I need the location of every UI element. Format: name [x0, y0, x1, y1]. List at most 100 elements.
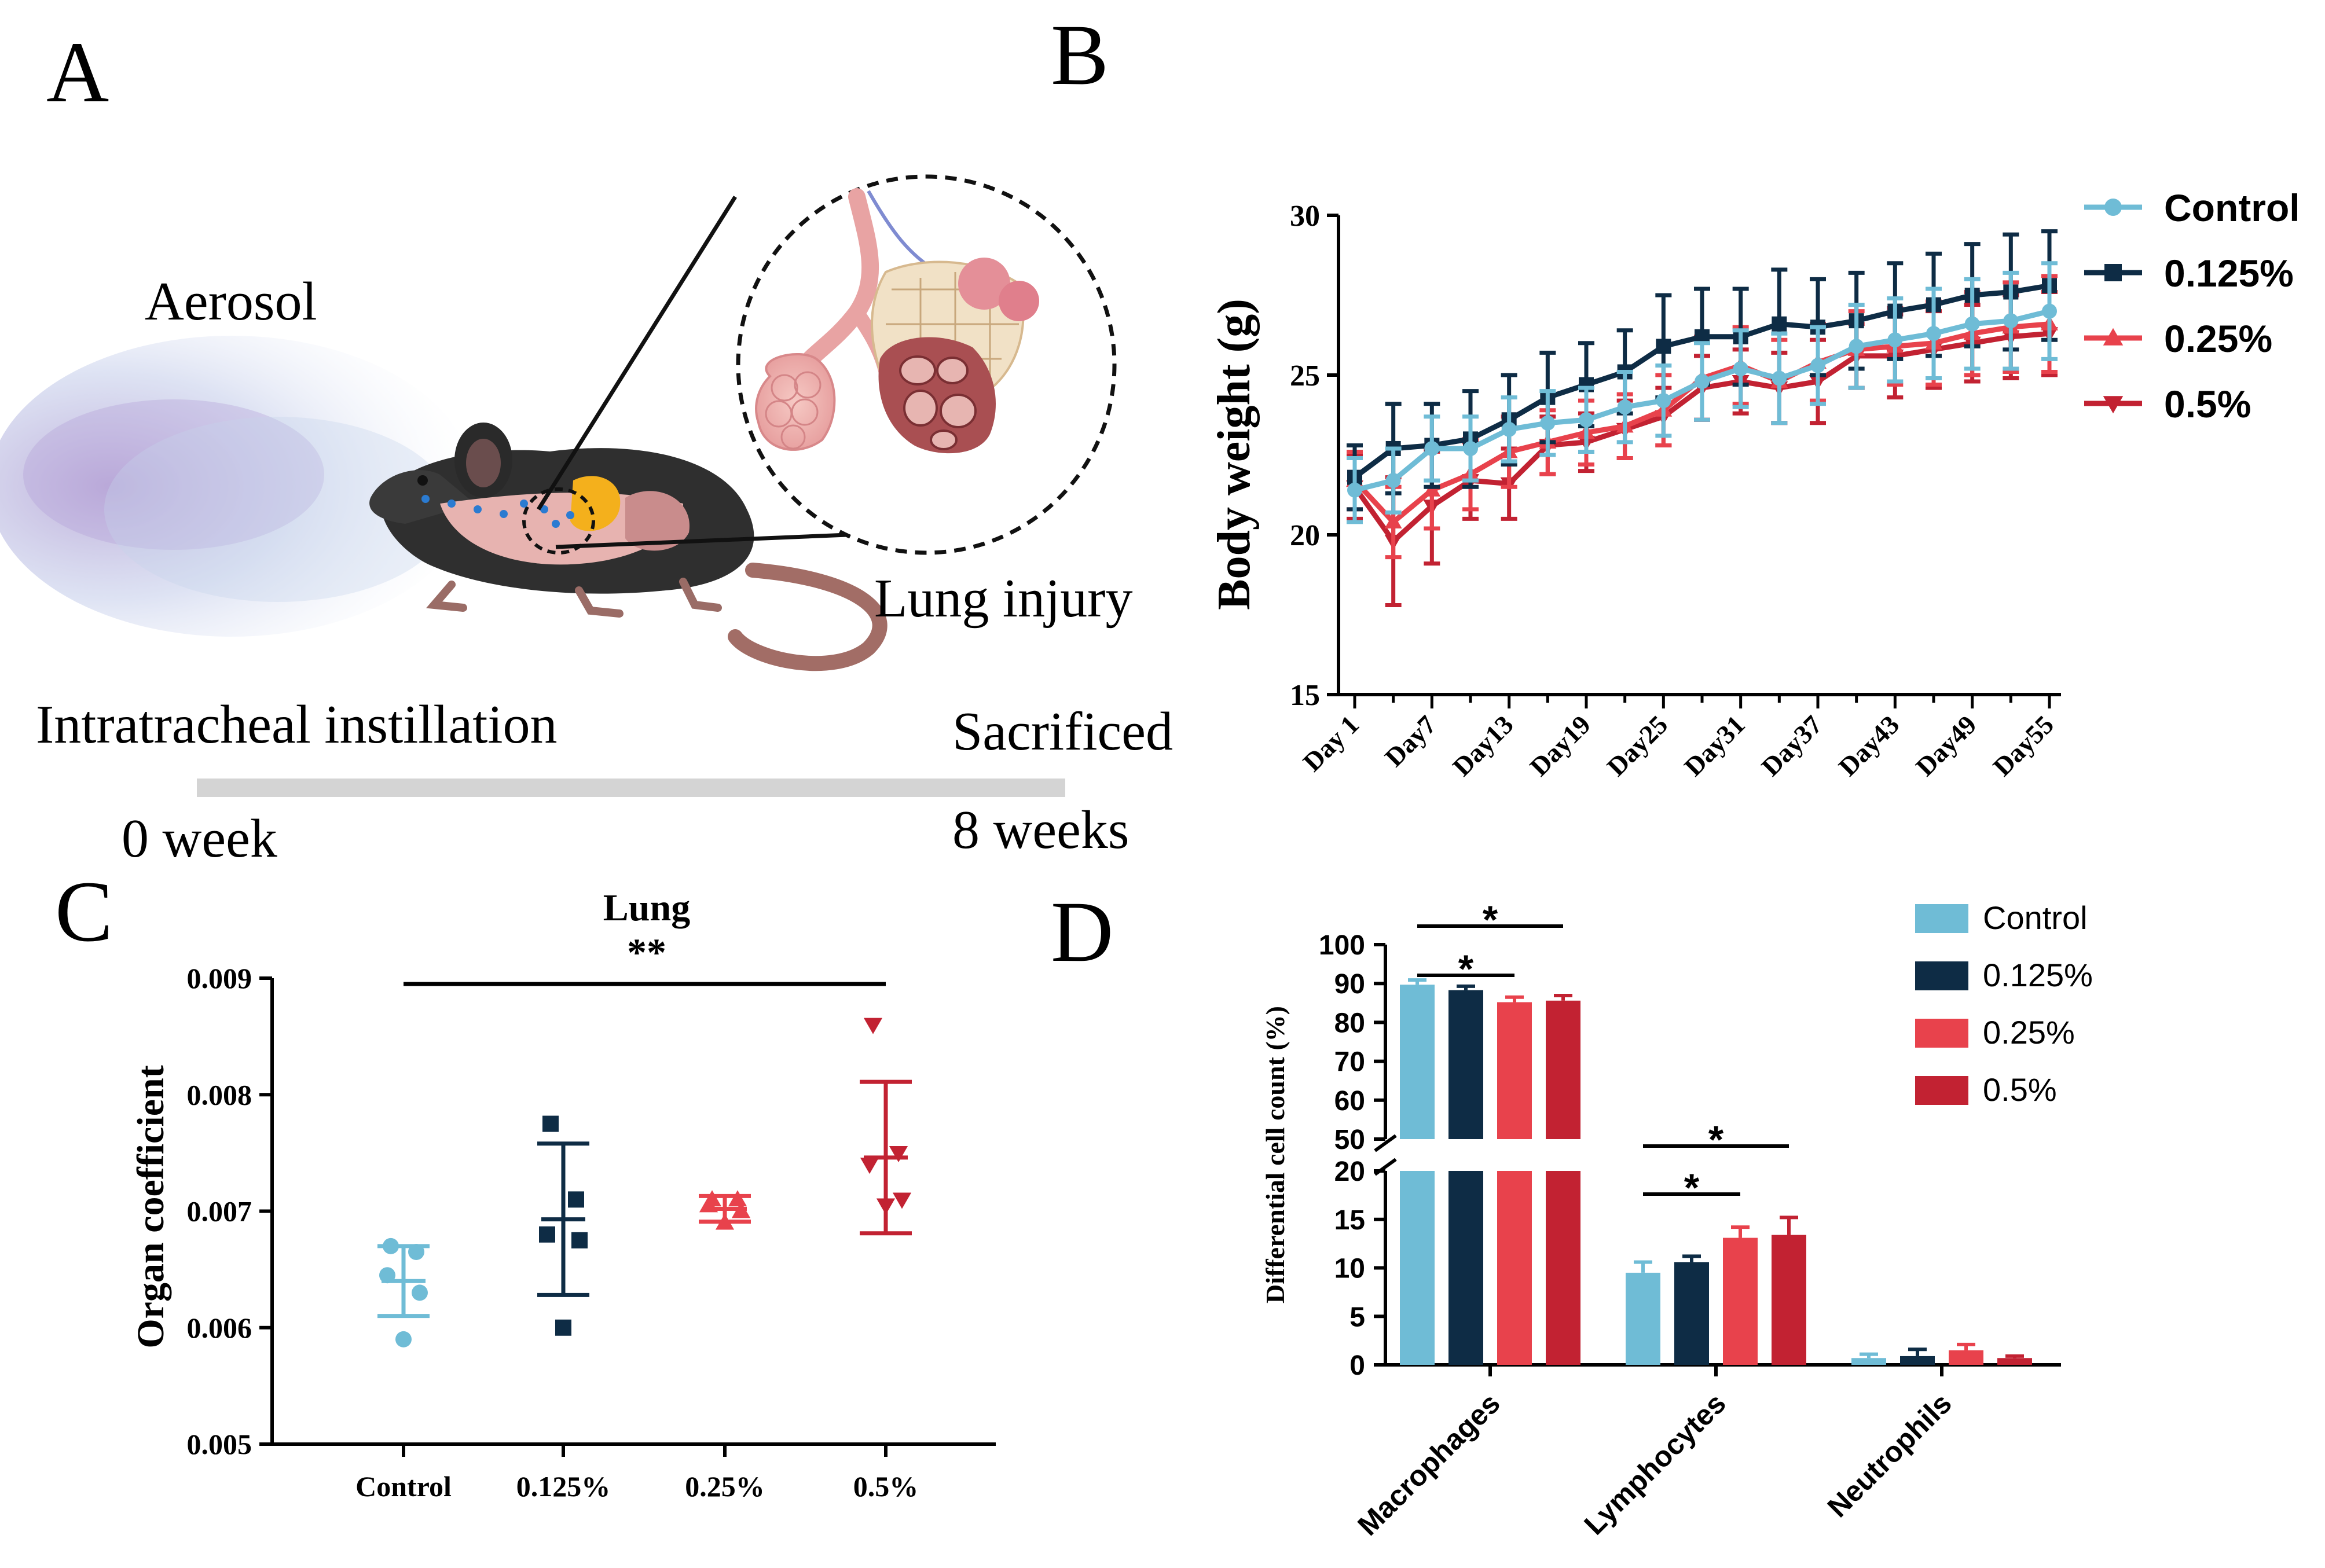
d-bar: [1723, 1237, 1758, 1365]
b-legend-label: Control: [2164, 186, 2300, 229]
b-data-point: [1384, 513, 1402, 528]
d-legend-swatch: [1915, 1076, 1968, 1105]
c-group-Control: [377, 1237, 430, 1347]
d-xtick-label: Lymphocytes: [1578, 1387, 1732, 1541]
b-data-point: [1385, 473, 1401, 489]
b-legend-marker: [2103, 328, 2124, 346]
panel-c: C Lung Organ coefficient 0.005 0.006 0.007…: [55, 864, 996, 1503]
d-bar: [1674, 1262, 1709, 1365]
c-xtick-label: Control: [355, 1470, 452, 1503]
b-data-point: [1579, 412, 1594, 428]
d-legend-swatch: [1915, 904, 1968, 933]
b-data-point: [1810, 358, 1825, 373]
d-bar-Lymphocytes-0.125%: [1674, 1254, 1709, 1365]
b-series-Control: [1347, 261, 2058, 524]
c-data-point: [860, 1158, 879, 1174]
panel-a-letter: A: [46, 24, 109, 120]
panel-d-letter: D: [1051, 884, 1113, 980]
d-bar: [1626, 1272, 1660, 1365]
c-data-point: [731, 1202, 751, 1218]
c-ytick-label: 0.006: [187, 1312, 252, 1344]
b-data-point: [1849, 339, 1864, 354]
c-data-point: [876, 1198, 896, 1215]
c-data-point: [395, 1331, 412, 1347]
b-data-point: [1733, 361, 1748, 376]
d-bar: [1400, 1171, 1435, 1365]
c-xtick-label: 0.5%: [853, 1470, 919, 1503]
d-bar: [1400, 985, 1435, 1139]
b-data-point: [1347, 482, 1362, 498]
b-data-point: [1501, 421, 1517, 437]
d-bar-Neutrophils-0.125%: [1900, 1347, 1935, 1365]
c-data-point: [715, 1213, 735, 1230]
b-xtick-label: Day25: [1601, 710, 1674, 782]
b-xtick-label: Day55: [1987, 710, 2059, 782]
c-group-0.125%: [537, 1115, 589, 1336]
d-plot-area: 50 60 70 80 90 100 0 5 10 15 20 Macrophages Lymphocy…: [1319, 898, 2061, 1542]
b-data-point: [1926, 326, 1941, 341]
c-data-point: [863, 1018, 883, 1034]
d-bar: [1497, 1171, 1532, 1365]
d-bar-Lymphocytes-Control: [1626, 1260, 1660, 1365]
d-ytick-label: 10: [1334, 1254, 1365, 1284]
b-xtick-label: Day49: [1910, 710, 1982, 782]
c-group-0.5%: [860, 1018, 912, 1236]
panel-b: B Body weight (g) 15 20 25 30 Day 1 Day7 Day13…: [1051, 7, 2300, 782]
timeline-end-time: 8 weeks: [952, 800, 1129, 860]
timeline-start-label: Intratracheal instillation: [36, 695, 557, 755]
c-data-point: [728, 1190, 747, 1207]
b-data-point: [1772, 370, 1787, 386]
b-data-point: [1656, 393, 1671, 409]
b-xtick-label: Day19: [1524, 710, 1596, 782]
c-xtick-label: 0.125%: [516, 1470, 611, 1503]
d-axis-break-mark: [1374, 1134, 1397, 1152]
aerosol-label: Aerosol: [145, 271, 317, 332]
d-legend-label: 0.25%: [1983, 1014, 2075, 1051]
timeline-bar: [197, 779, 1065, 797]
d-ylabel: Differential cell count (%): [1260, 1006, 1290, 1303]
d-bar-Neutrophils-0.5%: [1997, 1354, 2032, 1365]
b-legend-marker: [2103, 396, 2124, 414]
b-legend-label: 0.125%: [2164, 252, 2294, 295]
b-ytick-label: 20: [1290, 519, 1320, 552]
d-ytick-label: 60: [1334, 1086, 1365, 1117]
d-bar: [1851, 1358, 1886, 1365]
c-ytick-label: 0.009: [187, 962, 252, 994]
c-ytick-label: 0.008: [187, 1078, 252, 1111]
d-bar: [1772, 1235, 1806, 1365]
panel-a: A Aerosol: [0, 24, 1173, 869]
panel-b-letter: B: [1051, 7, 1109, 103]
d-xtick-label: Neutrophils: [1821, 1387, 1958, 1523]
b-data-point: [1772, 316, 1787, 332]
b-ylabel: Body weight (g): [1209, 299, 1260, 610]
c-data-point: [889, 1145, 908, 1162]
mouse-illustration: [369, 423, 888, 671]
d-ytick-label: 80: [1334, 1008, 1365, 1038]
panel-c-letter: C: [55, 864, 113, 960]
lung-injury-label: Lung injury: [874, 568, 1132, 629]
c-data-point: [412, 1284, 428, 1301]
b-legend-marker: [2104, 199, 2122, 216]
c-data-point: [555, 1319, 571, 1336]
c-plot-area: 0.005 0.006 0.007 0.008 0.009 Control 0.125% 0.…: [187, 930, 996, 1503]
d-significance-label: *: [1684, 1166, 1700, 1210]
b-data-point: [1617, 399, 1633, 415]
c-data-point: [408, 1243, 424, 1260]
b-xtick-label: Day31: [1678, 710, 1751, 782]
b-xtick-label: Day37: [1755, 710, 1828, 782]
c-ylabel: Organ coefficient: [130, 1065, 172, 1348]
d-bar-Neutrophils-0.25%: [1949, 1342, 1983, 1365]
c-data-point: [542, 1115, 559, 1132]
timeline-end-label: Sacrificed: [952, 702, 1173, 762]
d-bar-Macrophages-0.125%: [1448, 984, 1483, 1365]
d-ytick-label: 50: [1334, 1125, 1365, 1155]
d-ytick-label: 70: [1334, 1047, 1365, 1078]
d-significance-label: *: [1458, 947, 1474, 991]
c-ytick-label: 0.005: [187, 1428, 252, 1460]
b-data-point: [1695, 374, 1710, 390]
b-data-point: [1964, 316, 1980, 332]
b-data-point: [2042, 303, 2057, 319]
d-bar-Macrophages-Control: [1400, 978, 1435, 1365]
